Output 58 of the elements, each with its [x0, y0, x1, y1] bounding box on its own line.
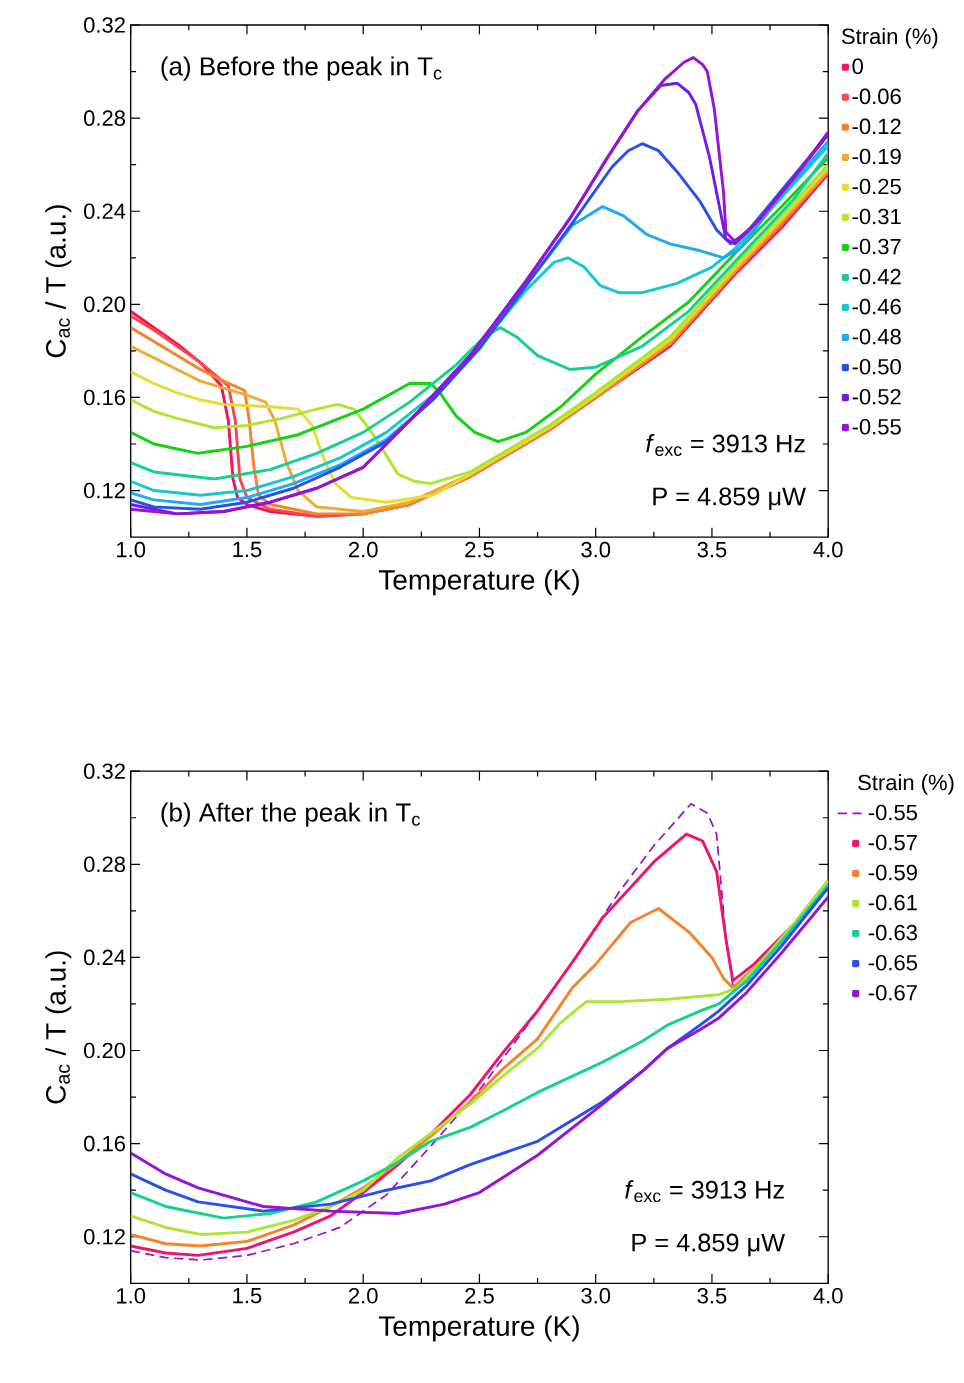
legend-label: -0.06: [852, 88, 901, 105]
legend-label: -0.25: [852, 178, 901, 195]
annotation: f$_{exc}$ = 3913 Hz: [646, 433, 805, 456]
y-tick-label: 0.24: [83, 949, 126, 966]
y-tick-label: 0.32: [83, 17, 125, 33]
y-tick-label: 0.32: [83, 763, 125, 779]
legend-label: -0.46: [852, 298, 901, 315]
legend-label: -0.52: [852, 388, 901, 405]
y-tick-label: 0.28: [83, 856, 125, 873]
annotation: f$_{exc}$ = 3913 Hz: [625, 1180, 784, 1203]
legend-label: -0.63: [868, 924, 917, 941]
legend-title: Strain (%): [841, 27, 938, 49]
legend-label: -0.67: [868, 984, 917, 1001]
text: (b) After the peak in T$_{c}$: [161, 802, 420, 827]
x-tick-label: 1.5: [233, 541, 262, 558]
text: (a) Before the peak in T$_{c}$: [161, 56, 442, 81]
legend-label: -0.55: [868, 804, 917, 821]
x-tick-label: 4.0: [813, 541, 843, 558]
y-tick-label: 0.12: [83, 482, 125, 499]
legend-label: -0.31: [852, 208, 901, 225]
legend-label: -0.57: [868, 834, 917, 851]
y-tick-label: 0.28: [83, 110, 125, 126]
x-tick-label: 1.5: [233, 1288, 262, 1304]
y-tick-label: 0.24: [83, 203, 126, 220]
y-tick-label: 0.16: [83, 389, 125, 406]
y-tick-label: 0.16: [83, 1135, 125, 1152]
y-axis-title: C$_{ac}$ / T (a.u.): [45, 205, 72, 358]
x-tick-label: 2.5: [465, 1288, 494, 1304]
x-axis-title: Temperature (K): [378, 1315, 579, 1342]
legend-label: -0.50: [852, 358, 901, 375]
legend-label: 0: [852, 58, 863, 75]
x-tick-label: 4.0: [813, 1288, 843, 1304]
y-axis-title: C$_{ac}$ / T (a.u.): [45, 951, 72, 1104]
x-axis-title: Temperature (K): [378, 569, 579, 596]
legend-label: -0.59: [868, 864, 917, 881]
legend-label: -0.55: [852, 418, 901, 435]
y-tick-label: 0.20: [83, 296, 126, 313]
x-tick-label: 3.5: [697, 541, 727, 558]
annotation: P = 4.859 μW: [632, 1233, 785, 1257]
x-tick-label: 3.5: [697, 1288, 727, 1304]
x-tick-label: 1.0: [116, 1288, 146, 1304]
legend-label: -0.37: [852, 238, 901, 255]
x-tick-label: 1.0: [116, 541, 146, 558]
x-tick-label: 2.0: [348, 1288, 378, 1304]
legend-label: -0.61: [868, 894, 917, 911]
y-tick-label: 0.12: [83, 1228, 125, 1245]
annotation: P = 4.859 μW: [653, 487, 806, 510]
legend-label: -0.19: [852, 148, 901, 165]
x-tick-label: 3.0: [581, 541, 611, 558]
legend-label: -0.12: [852, 118, 901, 135]
y-tick-label: 0.20: [83, 1042, 126, 1059]
legend-title: Strain (%): [858, 774, 954, 795]
legend-label: -0.65: [868, 954, 917, 971]
legend-label: -0.42: [852, 268, 901, 285]
legend-label: -0.48: [852, 328, 901, 345]
x-tick-label: 3.0: [581, 1288, 611, 1304]
x-tick-label: 2.5: [465, 541, 494, 558]
x-tick-label: 2.0: [348, 541, 378, 558]
